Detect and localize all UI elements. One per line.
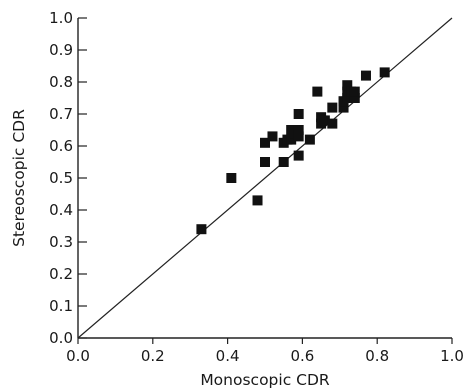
data-point: [338, 102, 349, 113]
data-point: [293, 131, 304, 142]
data-point: [260, 137, 270, 148]
data-point: [312, 86, 323, 97]
data-point: [349, 86, 360, 97]
y-tick-label: 0.1: [49, 297, 73, 315]
data-point: [252, 195, 263, 206]
data-points-layer: [196, 67, 390, 235]
data-point: [267, 131, 278, 142]
y-ticks: 0.0 0.1 0.2 0.3 0.4 0.5 0.6 0.7 0.8 0.9 1.0: [49, 9, 87, 347]
data-point: [304, 134, 315, 145]
data-point: [327, 102, 338, 113]
y-tick-label: 0.7: [49, 105, 73, 123]
x-tick-label: 0.0: [66, 347, 90, 365]
data-point: [286, 134, 297, 145]
y-tick-label: 0.4: [49, 201, 73, 219]
data-point: [327, 118, 338, 129]
y-tick-label: 0.2: [49, 265, 73, 283]
y-tick-label: 0.9: [49, 41, 73, 59]
y-tick-label: 0.3: [49, 233, 73, 251]
reference-line-layer: [77, 17, 453, 339]
y-tick-label: 0.0: [49, 329, 73, 347]
y-tick-label: 0.8: [49, 73, 73, 91]
x-tick-label: 0.2: [141, 347, 165, 365]
identity-line: [77, 17, 453, 339]
y-tick-label: 1.0: [49, 9, 73, 27]
x-axis-title: Monoscopic CDR: [200, 371, 330, 389]
data-point: [342, 80, 353, 91]
data-point: [342, 93, 353, 103]
x-tick-label: 0.8: [365, 347, 389, 365]
data-point: [293, 125, 304, 135]
x-tick-label: 1.0: [440, 347, 464, 365]
data-point: [196, 224, 207, 235]
data-point: [278, 157, 289, 167]
data-point: [360, 70, 371, 81]
data-point: [260, 157, 270, 167]
data-point: [349, 93, 360, 103]
data-point: [293, 109, 304, 119]
y-tick-label: 0.5: [49, 169, 73, 187]
x-tick-label: 0.4: [216, 347, 240, 365]
data-point: [226, 173, 237, 183]
x-ticks: 0.0 0.2 0.4 0.6 0.8 1.0: [66, 338, 464, 365]
y-axis-title: Stereoscopic CDR: [10, 109, 28, 247]
y-tick-label: 0.6: [49, 137, 73, 155]
x-tick-label: 0.6: [290, 347, 314, 365]
data-point: [319, 115, 330, 126]
data-point: [293, 150, 304, 161]
data-point: [379, 67, 390, 78]
